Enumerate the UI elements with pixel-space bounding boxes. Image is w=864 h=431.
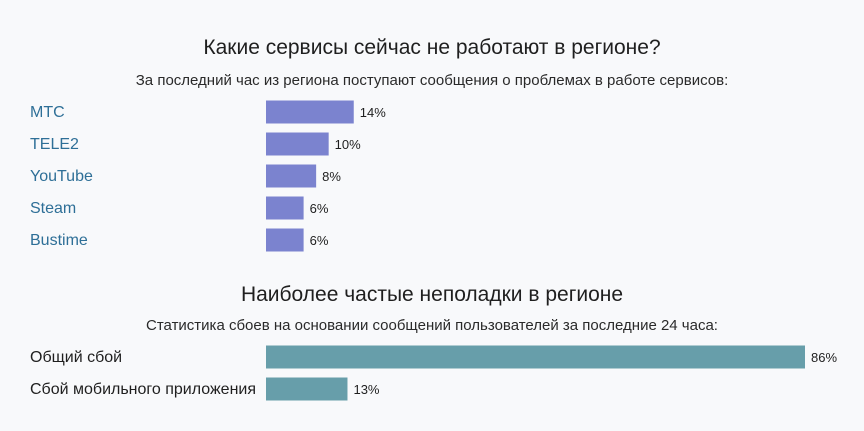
service-bar	[266, 100, 354, 124]
issue-bar	[266, 345, 805, 369]
chart-1-subtitle: За последний час из региона поступают со…	[135, 72, 729, 89]
issue-label: Сбой мобильного приложения	[30, 381, 256, 398]
issue-value-label: 13%	[353, 382, 379, 397]
chart-2-subtitle: Статистика сбоев на основании сообщений …	[146, 317, 718, 334]
service-label: МТС	[30, 104, 65, 121]
service-label: Steam	[30, 200, 76, 217]
service-label: TELE2	[30, 136, 79, 153]
service-value-label: 8%	[322, 169, 341, 184]
service-label: YouTube	[30, 168, 93, 185]
service-bar	[266, 228, 304, 252]
services-chart: МТС 14% TELE2 10% YouTube 8% Steam 6% Bustime 6%	[30, 100, 386, 252]
service-value-label: 6%	[310, 233, 329, 248]
issue-value-label: 86%	[811, 350, 837, 365]
service-bar	[266, 132, 329, 156]
service-value-label: 14%	[360, 105, 386, 120]
issue-bar	[266, 377, 348, 401]
service-value-label: 6%	[310, 201, 329, 216]
issues-chart: Общий сбой 86% Сбой мобильного приложения 1…	[30, 345, 837, 401]
service-bar	[266, 196, 304, 220]
service-bar	[266, 164, 317, 188]
service-label: Bustime	[30, 232, 88, 249]
chart-2-title: Наиболее частые неполадки в регионе	[240, 283, 624, 306]
chart-1-title: Какие сервисы сейчас не работают в регио…	[203, 36, 661, 59]
service-value-label: 10%	[335, 137, 361, 152]
issue-label: Общий сбой	[30, 349, 122, 366]
